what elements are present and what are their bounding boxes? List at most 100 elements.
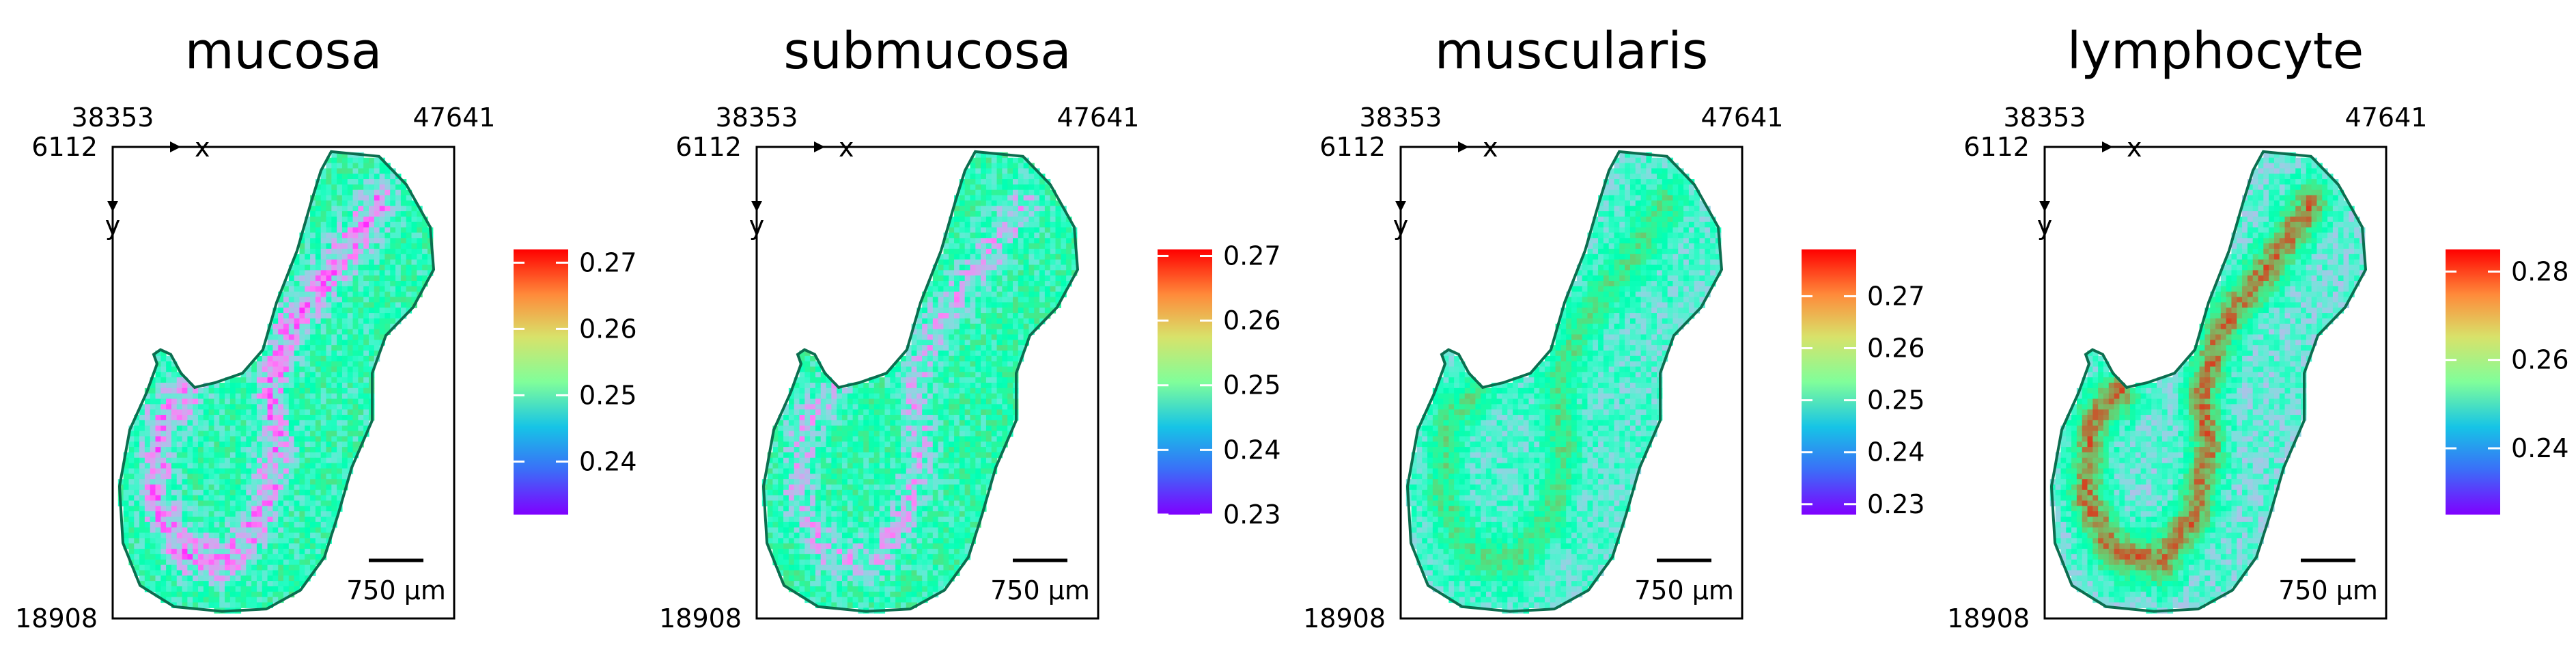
heatmap-cell (411, 232, 417, 239)
heatmap-cell (852, 511, 859, 517)
heatmap-cell (320, 538, 327, 544)
heatmap-cell (906, 441, 912, 448)
heatmap-cell (294, 532, 300, 539)
heatmap-cell (358, 163, 364, 169)
heatmap-cell (783, 452, 789, 459)
heatmap-cell (863, 441, 869, 448)
heatmap-cell (788, 452, 795, 459)
heatmap-cell (193, 479, 199, 485)
heatmap-cell (927, 521, 934, 528)
heatmap-cell (964, 517, 971, 523)
heatmap-cell (315, 206, 322, 212)
heatmap-cell (326, 179, 332, 185)
heatmap-cell (954, 431, 960, 437)
heatmap-cell (203, 575, 210, 582)
heatmap-cell (1044, 227, 1051, 234)
heatmap-cell (949, 264, 955, 271)
heatmap-cell (788, 436, 795, 442)
heatmap-cell (272, 489, 279, 496)
heatmap-cell (337, 340, 343, 346)
heatmap-cell (299, 313, 305, 319)
heatmap-cell (916, 506, 923, 512)
heatmap-cell (949, 479, 955, 485)
heatmap-cell (256, 474, 263, 480)
heatmap-cell (943, 345, 949, 351)
heatmap-cell (815, 500, 822, 506)
heatmap-cell (879, 517, 886, 523)
heatmap-cell (772, 441, 779, 448)
heatmap-cell (895, 398, 901, 405)
heatmap-cell (1013, 297, 1019, 303)
heatmap-cell (278, 495, 284, 502)
heatmap-cell (352, 447, 359, 453)
heatmap-cell (916, 329, 923, 336)
heatmap-cell (369, 168, 375, 174)
heatmap-cell (235, 527, 242, 534)
heatmap-cell (842, 398, 848, 405)
heatmap-cell (799, 506, 805, 512)
heatmap-cell (229, 463, 236, 469)
heatmap-cell (283, 538, 290, 544)
heatmap-cell (155, 398, 161, 405)
heatmap-cell (820, 532, 827, 539)
heatmap-cell (182, 554, 188, 560)
heatmap-cell (767, 457, 774, 464)
heatmap-cell (337, 227, 343, 234)
heatmap-cell (916, 377, 923, 383)
heatmap-cell (884, 387, 891, 394)
heatmap-cell (949, 259, 955, 266)
heatmap-cell (1061, 221, 1067, 228)
heatmap-cell (395, 254, 402, 260)
heatmap-cell (927, 532, 934, 539)
heatmap-cell (272, 340, 279, 346)
heatmap-cell (852, 474, 859, 480)
heatmap-cell (964, 425, 971, 432)
heatmap-cell (155, 350, 161, 357)
heatmap-cell (272, 517, 279, 523)
heatmap-cell (981, 275, 987, 282)
heatmap-cell (895, 489, 901, 496)
heatmap-cell (256, 570, 263, 576)
heatmap-cell (235, 447, 242, 453)
heatmap-cell (783, 447, 789, 453)
heatmap-cell (337, 270, 343, 276)
heatmap-cell (225, 441, 231, 448)
heatmap-cell (804, 500, 811, 506)
heatmap-cell (246, 570, 252, 576)
heatmap-cell (954, 281, 960, 287)
heatmap-cell (384, 313, 391, 319)
heatmap-cell (767, 500, 774, 506)
heatmap-cell (320, 254, 327, 260)
heatmap-cell (970, 517, 976, 523)
heatmap-cell (932, 393, 939, 400)
heatmap-cell (975, 383, 981, 389)
heatmap-cell (890, 393, 896, 400)
heatmap-cell (369, 157, 375, 164)
heatmap-cell (788, 538, 795, 544)
heatmap-cell (139, 543, 145, 549)
heatmap-cell (406, 211, 412, 217)
heatmap-cell (831, 479, 837, 485)
heatmap-cell (1055, 238, 1061, 244)
heatmap-cell (1002, 174, 1008, 180)
heatmap-cell (347, 163, 354, 169)
heatmap-cell (895, 484, 901, 491)
heatmap-cell (767, 521, 774, 528)
heatmap-cell (1018, 174, 1024, 180)
heatmap-cell (278, 313, 284, 319)
heatmap-cell (1044, 248, 1051, 255)
heatmap-cell (256, 575, 263, 582)
heatmap-cell (219, 457, 225, 464)
heatmap-cell (788, 521, 795, 528)
heatmap-cell (1023, 281, 1030, 287)
heatmap-cell (406, 232, 412, 239)
heatmap-cell (996, 291, 1003, 298)
heatmap-cell (406, 221, 412, 228)
heatmap-cell (975, 318, 981, 325)
heatmap-cell (331, 479, 337, 485)
heatmap-cell (176, 538, 183, 544)
heatmap-cell (985, 479, 992, 485)
heatmap-cell (975, 152, 981, 159)
heatmap-cell (374, 221, 380, 228)
heatmap-cell (134, 436, 140, 442)
